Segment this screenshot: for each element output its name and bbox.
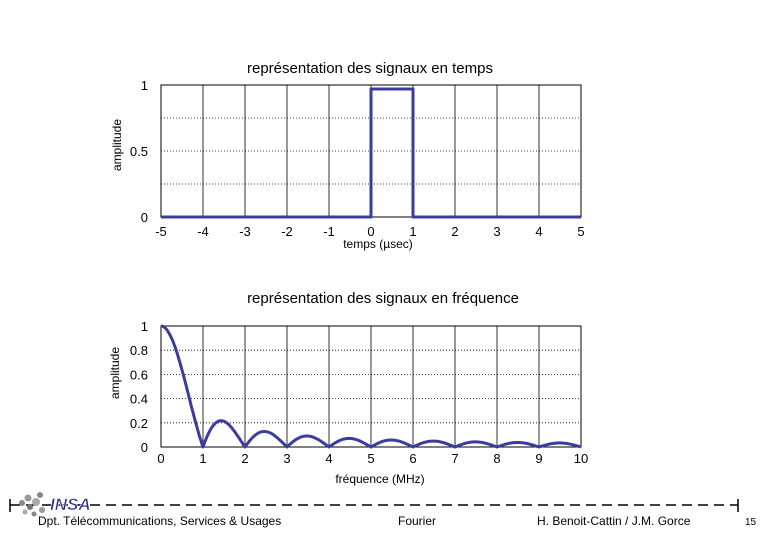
chart1-xlabel: temps (µsec) [343, 237, 413, 251]
insa-logo: INSA [19, 492, 91, 517]
y-tick-label: 0.2 [130, 416, 148, 431]
x-tick-label: 5 [577, 224, 584, 239]
y-tick-label: 0 [141, 210, 148, 225]
y-tick-label: 0 [141, 440, 148, 455]
chart2-ylabel: amplitude [108, 347, 122, 399]
x-tick-label: 3 [283, 451, 290, 466]
y-tick-label: 0.4 [130, 392, 148, 407]
x-tick-label: 4 [535, 224, 542, 239]
y-tick-label: 0.8 [130, 343, 148, 358]
x-tick-label: 2 [241, 451, 248, 466]
x-tick-label: 2 [451, 224, 458, 239]
x-tick-label: 0 [157, 451, 164, 466]
y-tick-label: 1 [141, 319, 148, 334]
x-tick-label: 4 [325, 451, 332, 466]
footer-page-number: 15 [745, 517, 757, 528]
x-tick-label: 1 [199, 451, 206, 466]
footer-department: Dpt. Télécommunications, Services & Usag… [38, 514, 282, 528]
y-tick-label: 0.5 [130, 144, 148, 159]
x-tick-label: 10 [574, 451, 588, 466]
x-tick-label: 6 [409, 451, 416, 466]
x-tick-label: -2 [281, 224, 293, 239]
footer-topic: Fourier [398, 514, 437, 528]
x-tick-label: 7 [451, 451, 458, 466]
x-tick-label: 5 [367, 451, 374, 466]
chart1-ylabel: amplitude [110, 119, 124, 171]
frequency-domain-chart: représentation des signaux en fréquence … [108, 290, 588, 486]
x-tick-label: -5 [155, 224, 167, 239]
footer-decor: INSA [9, 492, 739, 517]
chart2-title: représentation des signaux en fréquence [247, 290, 519, 307]
chart2-xlabel: fréquence (MHz) [335, 472, 424, 486]
chart1-title: représentation des signaux en temps [247, 60, 493, 77]
series-line [161, 87, 581, 219]
x-tick-label: 3 [493, 224, 500, 239]
time-domain-chart: représentation des signaux en temps ampl… [110, 60, 585, 251]
y-tick-label: 1 [141, 78, 148, 93]
x-tick-label: -4 [197, 224, 209, 239]
x-tick-label: 8 [493, 451, 500, 466]
x-tick-label: 0 [367, 224, 374, 239]
x-tick-label: -1 [323, 224, 335, 239]
footer-authors: H. Benoit-Cattin / J.M. Gorce [537, 514, 691, 528]
x-tick-label: 9 [535, 451, 542, 466]
insa-logo-text: INSA [50, 495, 91, 514]
x-tick-label: 1 [409, 224, 416, 239]
x-tick-label: -3 [239, 224, 251, 239]
series-line [160, 324, 582, 449]
y-tick-label: 0.6 [130, 367, 148, 382]
